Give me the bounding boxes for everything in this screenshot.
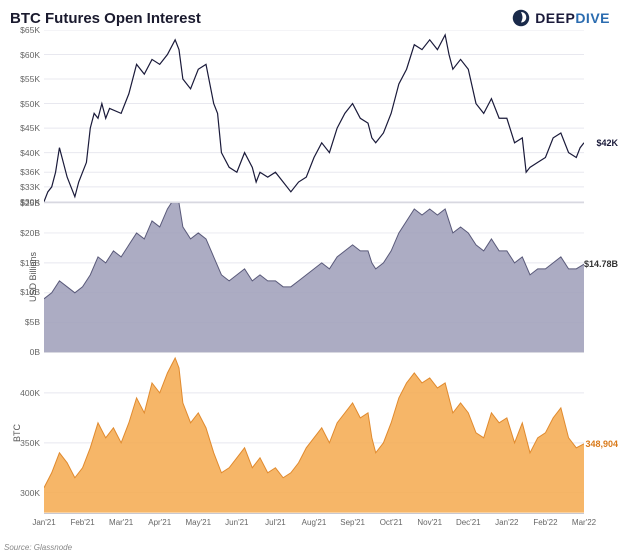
- brand-word-1: DEEP: [535, 10, 575, 26]
- xtick: Mar'22: [572, 518, 596, 527]
- xtick: Dec'21: [456, 518, 481, 527]
- deepdive-icon: [512, 9, 530, 27]
- brand-logo: DEEPDIVE: [512, 9, 610, 27]
- chart-title: BTC Futures Open Interest: [10, 10, 201, 27]
- xtick: Oct'21: [380, 518, 403, 527]
- plot-usd: [44, 203, 584, 353]
- ytick: $25B: [6, 198, 40, 208]
- xtick: Nov'21: [417, 518, 442, 527]
- callout-btc: 348,904: [585, 439, 618, 449]
- ytick: $50K: [6, 99, 40, 109]
- xtick: Jan'22: [495, 518, 518, 527]
- xtick: Jan'21: [32, 518, 55, 527]
- ytick: $33K: [6, 182, 40, 192]
- xtick: Apr'21: [148, 518, 171, 527]
- xtick: Mar'21: [109, 518, 133, 527]
- ytick: $65K: [6, 25, 40, 35]
- xtick: Sep'21: [340, 518, 365, 527]
- ytick: 0B: [6, 347, 40, 357]
- xtick: Feb'21: [70, 518, 94, 527]
- ytick: 400K: [6, 388, 40, 398]
- ylabel-usd: USD Billions: [28, 252, 38, 302]
- header: BTC Futures Open Interest DEEPDIVE: [0, 0, 620, 30]
- ytick: $60K: [6, 50, 40, 60]
- xtick: Jun'21: [225, 518, 248, 527]
- ytick: $55K: [6, 74, 40, 84]
- charts-area: $30K$33K$36K$40K$45K$50K$55K$60K$65K$42K…: [44, 30, 584, 514]
- xtick: Jul'21: [265, 518, 286, 527]
- chart-container: BTC Futures Open Interest DEEPDIVE $30K$…: [0, 0, 620, 554]
- source-credit: Source: Glassnode: [4, 543, 72, 552]
- plot-btc: [44, 353, 584, 513]
- ytick: 300K: [6, 488, 40, 498]
- brand-word-2: DIVE: [575, 10, 610, 26]
- callout-usd: $14.78B: [584, 259, 618, 269]
- xtick: Feb'22: [533, 518, 557, 527]
- ytick: $36K: [6, 167, 40, 177]
- ytick: $40K: [6, 148, 40, 158]
- xtick: Aug'21: [302, 518, 327, 527]
- panel-usd: 0B$5B$10B$15B$20B$25BUSD Billions$14.78B: [44, 203, 584, 354]
- xtick: May'21: [186, 518, 212, 527]
- ytick: $20B: [6, 228, 40, 238]
- panel-btc: 300K350K400KBTC348,904Jan'21Feb'21Mar'21…: [44, 353, 584, 514]
- ytick: $45K: [6, 123, 40, 133]
- ylabel-btc: BTC: [12, 424, 22, 442]
- plot-price: [44, 30, 584, 202]
- ytick: $5B: [6, 317, 40, 327]
- panel-price: $30K$33K$36K$40K$45K$50K$55K$60K$65K$42K: [44, 30, 584, 203]
- callout-price: $42K: [596, 138, 618, 148]
